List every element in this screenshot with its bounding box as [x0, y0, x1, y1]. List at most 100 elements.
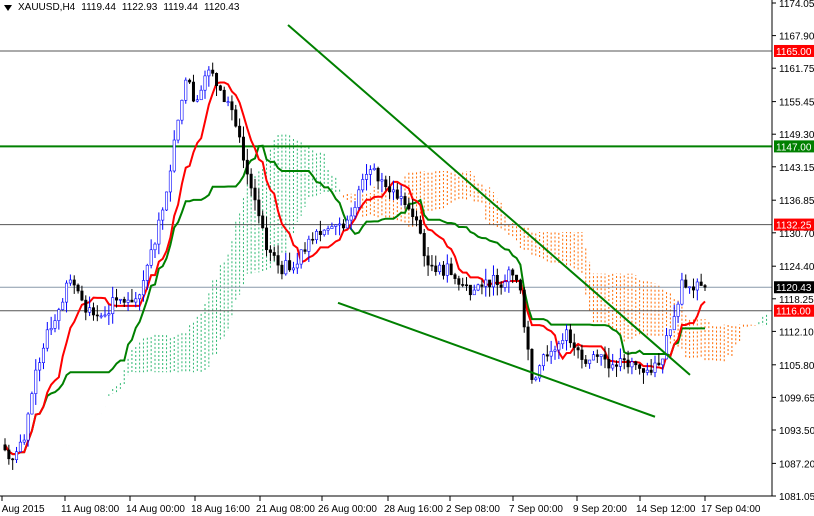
level-price-label: 1132.25: [776, 221, 812, 232]
candle-body: [253, 187, 257, 201]
dropdown-triangle-icon[interactable]: [4, 4, 12, 11]
candle-body: [311, 238, 315, 241]
candle: [576, 345, 580, 359]
candle-body: [361, 179, 365, 191]
candle: [372, 163, 376, 171]
candle: [95, 305, 99, 322]
candle: [211, 62, 215, 77]
candle-body: [172, 139, 176, 172]
candle: [557, 340, 561, 360]
candle-body: [207, 69, 211, 77]
candle-body: [507, 269, 511, 283]
candle-body: [515, 274, 519, 281]
candle-body: [218, 85, 222, 91]
candle-body: [234, 109, 238, 127]
candle-body: [38, 362, 42, 371]
candle-body: [203, 75, 207, 91]
x-tick-label: 26 Aug 00:00: [318, 504, 377, 515]
candle: [30, 391, 34, 415]
candle: [122, 296, 126, 307]
candle-body: [141, 280, 145, 296]
candle-body: [595, 354, 599, 357]
candle: [588, 359, 592, 369]
candle: [645, 362, 649, 376]
candle: [53, 314, 57, 333]
candle-body: [322, 229, 326, 235]
candle: [134, 291, 138, 308]
y-tick-label: 1174.05: [779, 0, 814, 10]
candle-body: [118, 298, 122, 301]
candle: [491, 265, 495, 296]
candle: [280, 260, 284, 280]
x-tick-label: 14 Sep 12:00: [636, 504, 696, 515]
candle: [465, 277, 469, 291]
candle-body: [649, 369, 653, 373]
candle: [353, 201, 357, 220]
candle-body: [626, 359, 630, 368]
candle-body: [703, 285, 707, 288]
candle: [303, 242, 307, 255]
candle-body: [30, 393, 34, 415]
y-tick-label: 1155.45: [779, 98, 814, 109]
level-price-label: 1120.43: [776, 283, 812, 294]
candle-body: [503, 281, 507, 288]
candle-body: [57, 309, 61, 321]
candle-body: [518, 279, 522, 291]
candle: [461, 277, 465, 288]
candle: [457, 275, 461, 291]
candle-body: [249, 173, 253, 189]
candle-body: [349, 215, 353, 221]
candle: [318, 220, 322, 242]
candle: [18, 434, 22, 453]
candle: [503, 274, 507, 292]
candle-body: [191, 81, 195, 102]
candle-body: [530, 348, 534, 380]
candle-body: [461, 284, 465, 286]
candle: [480, 279, 484, 295]
y-tick-label: 1161.75: [779, 64, 814, 75]
y-tick-label: 1136.85: [779, 196, 814, 207]
candle: [561, 333, 565, 349]
candle-body: [334, 224, 338, 227]
candle-body: [168, 170, 172, 193]
candle-body: [176, 119, 180, 141]
candle-body: [291, 267, 295, 271]
candle-body: [441, 264, 445, 276]
candle: [499, 281, 503, 295]
candle: [49, 316, 53, 336]
candle: [338, 217, 342, 236]
candle: [276, 245, 280, 274]
candle: [391, 180, 395, 201]
y-tick-label: 1143.15: [779, 163, 814, 174]
candle-body: [338, 223, 342, 226]
y-tick-label: 1087.20: [779, 459, 814, 470]
candle-body: [591, 354, 595, 361]
candle-body: [91, 307, 95, 316]
candle-body: [365, 174, 369, 180]
candle-body: [295, 263, 299, 269]
candle: [322, 229, 326, 237]
candle: [188, 78, 192, 84]
candle: [518, 278, 522, 294]
candle-body: [284, 260, 288, 275]
candle: [265, 216, 269, 257]
candle: [130, 288, 134, 303]
candle: [441, 261, 445, 280]
candle-body: [615, 364, 619, 367]
candle: [315, 229, 319, 244]
candle: [611, 353, 615, 371]
candle-body: [199, 89, 203, 101]
candle: [365, 164, 369, 191]
candle-body: [676, 303, 680, 317]
candle-body: [511, 269, 515, 276]
candle-body: [65, 282, 69, 303]
candle: [661, 358, 665, 374]
candle: [530, 348, 534, 384]
candle-body: [415, 216, 419, 221]
candle: [453, 272, 457, 285]
candle: [668, 329, 672, 338]
candle: [618, 348, 622, 372]
candle-body: [476, 284, 480, 291]
candle-body: [488, 279, 492, 288]
